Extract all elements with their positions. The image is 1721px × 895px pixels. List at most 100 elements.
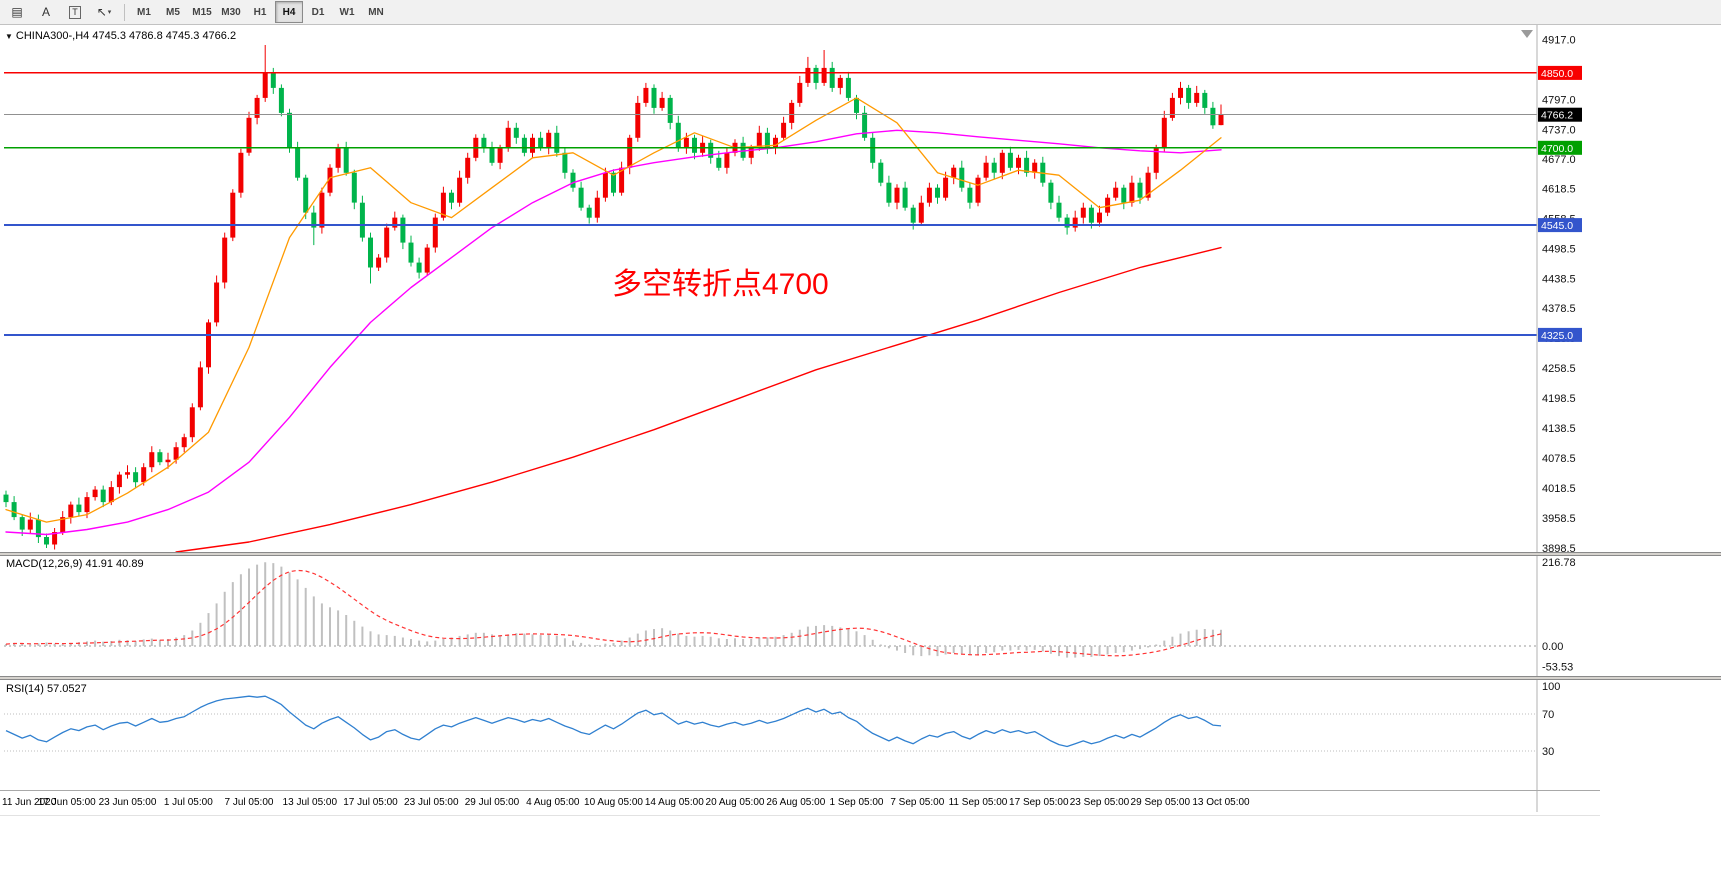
timeframe-button-M30[interactable]: M30: [221, 6, 241, 18]
candle-body: [870, 137, 876, 163]
macd-signal-line: [5, 569, 1222, 657]
candle-body: [1194, 92, 1200, 103]
candle-body: [659, 97, 665, 108]
timeframe-button-H4[interactable]: H4: [275, 1, 303, 23]
candle-body: [918, 202, 924, 223]
time-axis-label: 10 Aug 05:00: [584, 797, 643, 808]
cursor-icon[interactable]: ↖ ▾: [96, 5, 112, 19]
candle-body: [246, 117, 252, 153]
price-badge: [1538, 65, 1582, 80]
candle-body: [643, 87, 649, 103]
price-badge-value: 4325.0: [1541, 330, 1573, 342]
candle-body: [619, 167, 625, 193]
candle-body: [837, 77, 843, 88]
macd-axis-label: -53.53: [1542, 662, 1573, 674]
candle-body: [262, 72, 268, 98]
candle-body: [716, 157, 722, 168]
price-axis-label: 4138.5: [1542, 423, 1576, 435]
candle-body: [813, 67, 819, 83]
time-axis-label: 7 Sep 05:00: [890, 797, 944, 808]
timeframe-button-M15[interactable]: M15: [192, 6, 212, 18]
candle-body: [27, 519, 33, 530]
candle-body: [149, 452, 155, 468]
candle-body: [116, 474, 122, 488]
candle-body: [505, 127, 511, 148]
candle-body: [935, 187, 940, 198]
candle-body: [1137, 182, 1143, 198]
price-axis-label: 4677.0: [1542, 154, 1576, 166]
price-badge: [1538, 218, 1582, 233]
text-label-icon[interactable]: T: [61, 1, 89, 23]
rsi-axis-label: 30: [1542, 746, 1554, 758]
candle-body: [165, 459, 171, 463]
candle-body: [392, 217, 398, 228]
pane-separator[interactable]: [0, 676, 1721, 680]
candle-body: [594, 197, 600, 218]
candle-body: [683, 137, 689, 148]
candle-body: [513, 127, 519, 138]
candle-body: [627, 137, 633, 168]
ma-fast-orange: [5, 97, 1222, 523]
price-badge-value: 4850.0: [1541, 68, 1573, 80]
candle-body: [1048, 182, 1054, 203]
candle-body: [173, 447, 179, 460]
toolbar-tools-group: ▤ A T ↖ ▾: [3, 1, 119, 23]
symbol-dropdown-icon[interactable]: ▼: [5, 32, 13, 41]
text-annotation-icon[interactable]: A: [41, 5, 50, 19]
timeframe-button-group: M1 M5 M15 M30 H1 H4 D1 W1 MN: [130, 1, 391, 23]
price-axis-label: 4378.5: [1542, 303, 1576, 315]
candle-body: [424, 247, 430, 273]
candle-body: [708, 142, 714, 158]
candle-body: [141, 467, 147, 483]
candle-body: [319, 192, 325, 228]
candle-body: [181, 437, 187, 448]
time-axis-label: 29 Jul 05:00: [465, 797, 520, 808]
candle-body: [1105, 197, 1111, 213]
candle-body: [92, 489, 98, 498]
timeframe-button-W1[interactable]: W1: [339, 6, 355, 18]
price-badge-value: 4700.0: [1541, 143, 1573, 155]
time-axis-label: 13 Oct 05:00: [1192, 797, 1250, 808]
candle-body: [222, 237, 228, 283]
time-axis-label: 17 Jul 05:00: [343, 797, 398, 808]
time-axis-label: 11 Jun 2020: [2, 797, 57, 808]
pane-separator[interactable]: [0, 552, 1721, 556]
time-axis-label: 20 Aug 05:00: [706, 797, 765, 808]
candle-body: [943, 177, 949, 198]
time-axis-label: 17 Jun 05:00: [38, 797, 96, 808]
price-axis-label: 4737.0: [1542, 124, 1576, 136]
timeframe-button-M5[interactable]: M5: [166, 6, 180, 18]
timeframe-button-MN[interactable]: MN: [368, 6, 384, 18]
timeframe-button-D1[interactable]: D1: [311, 6, 325, 18]
candle-body: [416, 262, 422, 273]
candle-body: [497, 147, 503, 163]
chart-shift-marker-icon[interactable]: [1521, 30, 1533, 38]
candle-body: [1129, 182, 1135, 203]
candle-body: [983, 162, 989, 178]
time-axis-label: 11 Sep 05:00: [949, 797, 1008, 808]
candle-body: [359, 202, 365, 238]
candle-body: [295, 147, 301, 178]
price-axis-label: 4078.5: [1542, 453, 1576, 465]
candle-body: [230, 192, 236, 238]
toolbar: ▤ A T ↖ ▾ M1 M5 M15 M30 H1 H4 D1 W1 MN: [0, 0, 1721, 25]
price-badge: [1538, 327, 1582, 342]
candle-body: [1121, 187, 1127, 203]
candle-body: [1032, 162, 1038, 173]
candle-body: [611, 172, 616, 193]
candle-body: [926, 187, 932, 203]
candle-body: [651, 87, 657, 108]
price-axis-label: 3898.5: [1542, 543, 1576, 555]
candle-body: [465, 157, 471, 178]
charts-list-icon[interactable]: ▤: [11, 5, 23, 19]
candle-body: [35, 519, 41, 538]
time-axis-label: 23 Jun 05:00: [99, 797, 157, 808]
candle-body: [570, 172, 576, 188]
timeframe-button-M1[interactable]: M1: [137, 6, 151, 18]
time-axis-label: 13 Jul 05:00: [283, 797, 338, 808]
candle-body: [602, 172, 608, 198]
timeframe-button-H1[interactable]: H1: [253, 6, 267, 18]
candle-body: [789, 102, 795, 123]
candle-body: [805, 67, 811, 83]
